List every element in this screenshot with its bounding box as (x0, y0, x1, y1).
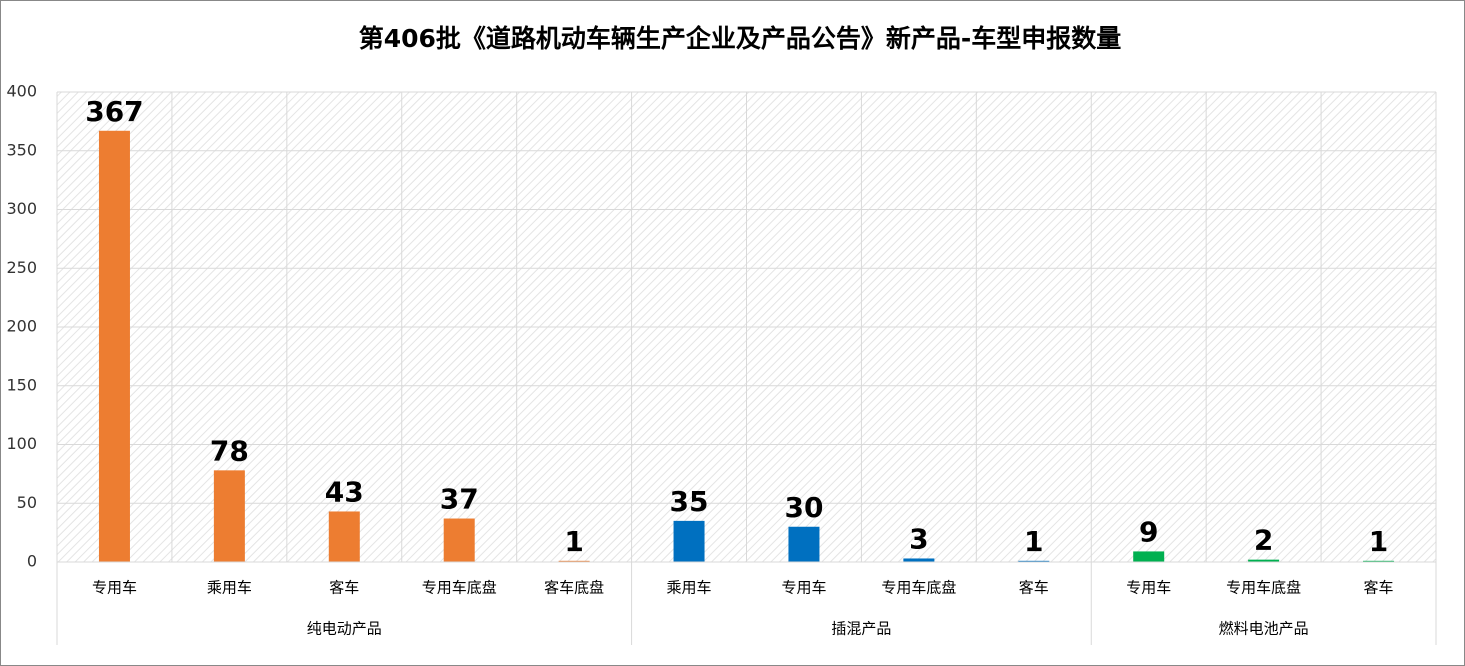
y-tick-label: 0 (27, 552, 37, 571)
x-tick-label: 客车 (329, 579, 359, 597)
data-label: 78 (210, 434, 249, 467)
y-tick-label: 100 (6, 434, 37, 453)
x-tick-label: 乘用车 (207, 579, 252, 597)
y-tick-label: 400 (6, 82, 37, 101)
bar (903, 558, 935, 562)
x-tick-label: 专用车 (1126, 579, 1171, 597)
data-label: 1 (1024, 525, 1043, 558)
x-tick-label: 专用车底盘 (422, 579, 497, 597)
data-label: 35 (670, 485, 709, 518)
data-label: 2 (1254, 524, 1273, 557)
group-label: 燃料电池产品 (1219, 620, 1309, 638)
group-label: 插混产品 (831, 620, 891, 638)
chart-title: 第406批《道路机动车辆生产企业及产品公告》新产品-车型申报数量 (359, 24, 1122, 53)
data-label: 43 (325, 475, 364, 508)
x-tick-label: 专用车底盘 (1226, 579, 1301, 597)
x-tick-label: 客车 (1364, 579, 1394, 597)
x-tick-label: 专用车底盘 (881, 579, 956, 597)
x-tick-label: 乘用车 (667, 579, 712, 597)
y-tick-label: 200 (6, 317, 37, 336)
data-label: 30 (784, 491, 823, 524)
bar (213, 470, 245, 562)
bar (788, 526, 820, 562)
data-label: 1 (564, 525, 583, 558)
bar (443, 518, 475, 562)
x-tick-label: 客车底盘 (544, 579, 604, 597)
bar (1363, 560, 1395, 562)
group-label: 纯电动产品 (307, 620, 382, 638)
x-tick-label: 专用车 (92, 579, 137, 597)
data-label: 367 (85, 95, 143, 128)
x-tick-label: 专用车 (781, 579, 826, 597)
data-label: 3 (909, 522, 928, 555)
y-tick-label: 150 (6, 375, 37, 394)
y-tick-label: 250 (6, 258, 37, 277)
bar (1133, 551, 1165, 562)
y-tick-label: 350 (6, 140, 37, 159)
bar (98, 130, 130, 562)
bar (673, 520, 705, 562)
bar (1248, 559, 1280, 562)
y-tick-label: 50 (17, 493, 37, 512)
data-label: 37 (440, 483, 479, 516)
bar (328, 511, 360, 562)
data-label: 9 (1139, 515, 1158, 548)
bar (558, 560, 590, 562)
x-tick-label: 客车 (1019, 579, 1049, 597)
y-tick-label: 300 (6, 199, 37, 218)
bar (1018, 560, 1050, 562)
data-label: 1 (1369, 525, 1388, 558)
